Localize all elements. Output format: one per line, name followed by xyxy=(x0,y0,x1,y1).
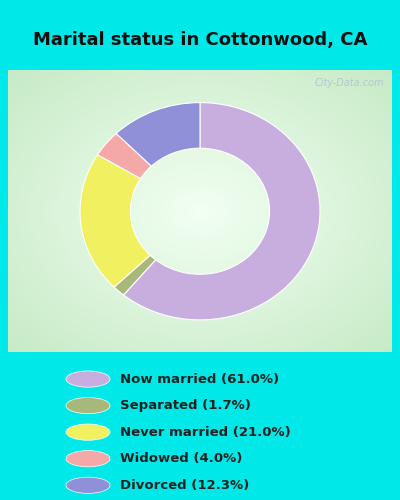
Text: Divorced (12.3%): Divorced (12.3%) xyxy=(120,479,249,492)
Circle shape xyxy=(66,424,110,440)
Text: Now married (61.0%): Now married (61.0%) xyxy=(120,372,279,386)
Text: Separated (1.7%): Separated (1.7%) xyxy=(120,399,251,412)
Circle shape xyxy=(66,477,110,494)
Wedge shape xyxy=(80,155,150,287)
Circle shape xyxy=(66,398,110,413)
Text: Never married (21.0%): Never married (21.0%) xyxy=(120,426,291,438)
Text: City-Data.com: City-Data.com xyxy=(315,78,384,88)
Circle shape xyxy=(66,450,110,467)
Wedge shape xyxy=(116,102,200,166)
Text: Marital status in Cottonwood, CA: Marital status in Cottonwood, CA xyxy=(33,31,367,49)
Wedge shape xyxy=(114,255,156,295)
Wedge shape xyxy=(98,134,152,178)
Wedge shape xyxy=(124,102,320,320)
Circle shape xyxy=(66,371,110,387)
Text: Widowed (4.0%): Widowed (4.0%) xyxy=(120,452,242,465)
